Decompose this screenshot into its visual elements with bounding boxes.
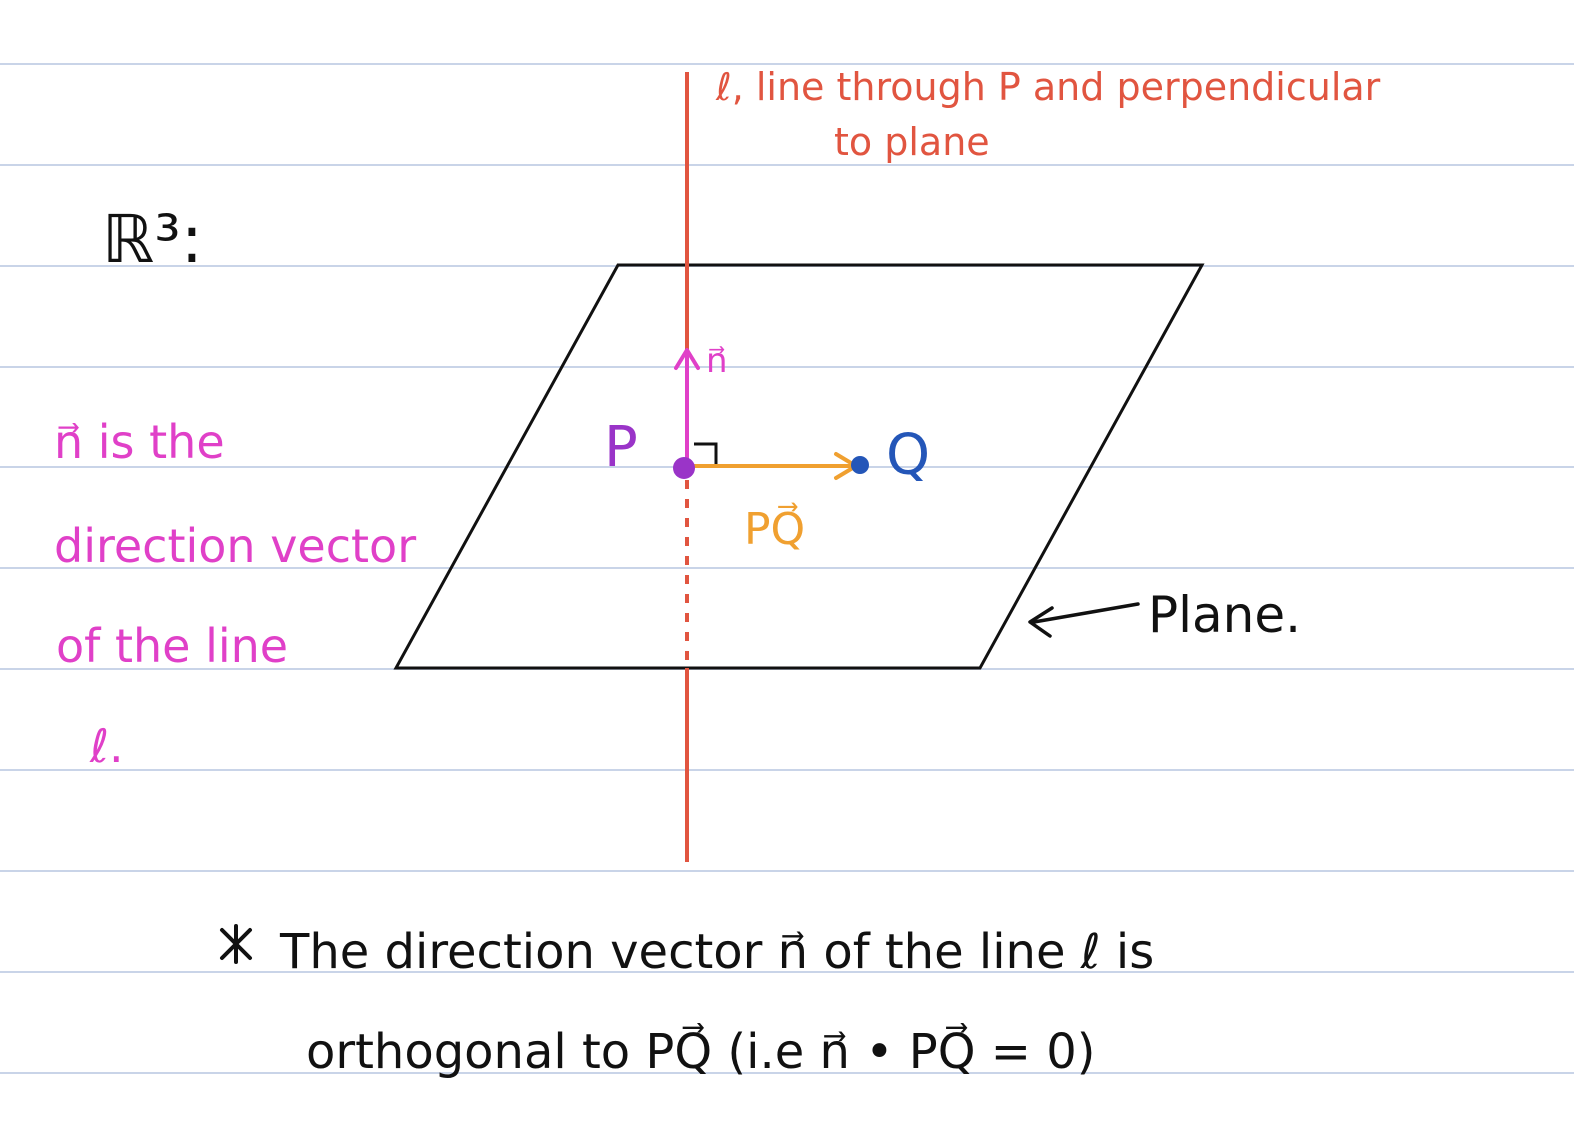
left-note-line-4: ℓ. (89, 719, 124, 773)
plane-parallelogram (393, 263, 1205, 670)
bottom-note-line-1: The direction vector n⃗ of the line ℓ is (279, 924, 1154, 980)
left-arrow-icon-head (1028, 606, 1054, 638)
line-l-note-2: to plane (834, 120, 990, 164)
plane-label: Plane. (1148, 586, 1301, 644)
left-note-line-3: of the line (56, 619, 288, 673)
left-note-line-2: direction vector (54, 519, 416, 573)
line-l-note-1: ℓ, line through P and perpendicular (715, 65, 1381, 109)
normal-vector-arrowhead (674, 348, 700, 370)
left-note-line-1: n⃗ is the (54, 415, 225, 469)
point-q-label: Q (886, 423, 930, 488)
pq-vector-label: PQ⃗ (744, 502, 805, 555)
point-p-dot (673, 457, 695, 479)
right-angle-marker-icon (694, 442, 718, 466)
asterisk-star-icon (220, 924, 252, 964)
left-arrow-icon (1032, 602, 1140, 624)
point-p-label: P (604, 415, 638, 480)
space-label: ℝ³: (102, 201, 203, 278)
point-q-dot (851, 456, 869, 474)
bottom-note-line-2: orthogonal to PQ⃗ (i.e n⃗ • PQ⃗ = 0) (306, 1022, 1096, 1080)
normal-vector-label: n⃗ (706, 341, 728, 381)
